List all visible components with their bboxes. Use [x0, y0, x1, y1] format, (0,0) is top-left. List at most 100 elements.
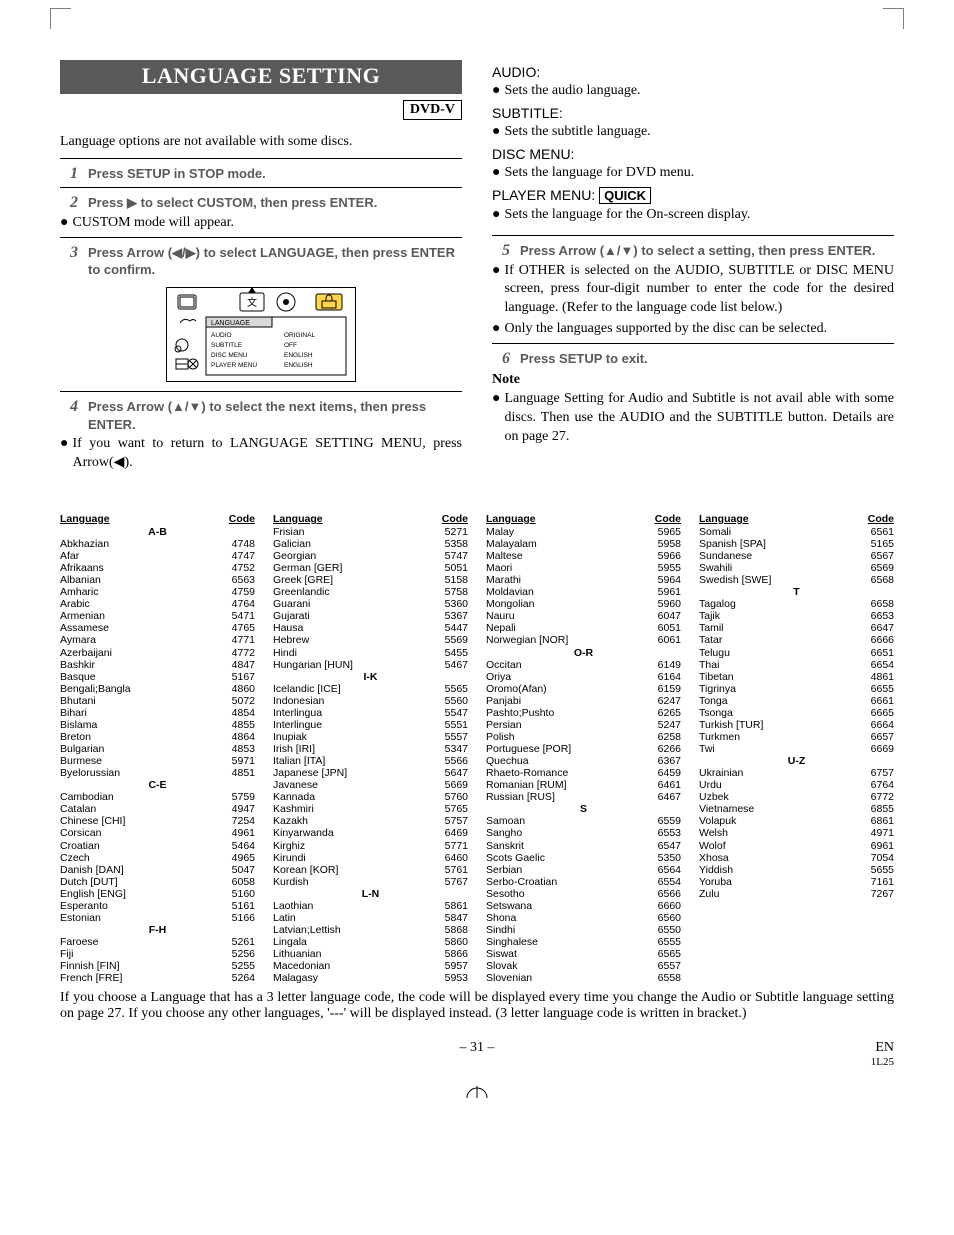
step-5-text: Press Arrow (▲/▼) to select a setting, t… [520, 242, 894, 260]
lang-entry: Sindhi6550 [486, 924, 681, 936]
lang-entry: Interlingua5547 [273, 707, 468, 719]
lang-group-heading: O-R [486, 647, 681, 659]
lang-entry: Kirghiz5771 [273, 840, 468, 852]
lang-entry: Indonesian5560 [273, 695, 468, 707]
lang-entry: French [FRE]5264 [60, 972, 255, 984]
lang-entry: Azerbaijani4772 [60, 647, 255, 659]
step-6-text: Press SETUP to exit. [520, 350, 894, 368]
lang-entry: Nauru6047 [486, 610, 681, 622]
lang-entry: Tibetan4861 [699, 671, 894, 683]
lang-entry: Turkish [TUR]6664 [699, 719, 894, 731]
lang-entry: Fiji5256 [60, 948, 255, 960]
lang-entry: Marathi5964 [486, 574, 681, 586]
divider [60, 187, 462, 188]
lang-entry: Afar4747 [60, 550, 255, 562]
lang-entry: Hebrew5569 [273, 634, 468, 646]
lang-entry: Tajik6653 [699, 610, 894, 622]
lang-entry: Ukrainian6757 [699, 767, 894, 779]
lang-entry: Breton4864 [60, 731, 255, 743]
left-column: LANGUAGE SETTING DVD-V Language options … [60, 60, 462, 473]
lang-entry: Bengali;Bangla4860 [60, 683, 255, 695]
lang-column: LanguageCodeSomali6561Spanish [SPA]5165S… [699, 513, 894, 984]
lang-entry: Galician5358 [273, 538, 468, 550]
page-code: 1L25 [871, 1056, 894, 1068]
lang-entry: Kazakh5757 [273, 815, 468, 827]
step-2-text: Press ▶ to select CUSTOM, then press ENT… [88, 194, 462, 212]
audio-desc: ●Sets the audio language. [492, 82, 894, 101]
lang-entry: Bulgarian4853 [60, 743, 255, 755]
lang-entry: Danish [DAN]5047 [60, 864, 255, 876]
lang-entry: Samoan6559 [486, 815, 681, 827]
lang-entry: Dutch [DUT]6058 [60, 876, 255, 888]
lang-entry: Icelandic [ICE]5565 [273, 683, 468, 695]
lang-entry: Occitan6149 [486, 659, 681, 671]
quick-badge: QUICK [599, 187, 651, 204]
lang-entry: Greek [GRE]5158 [273, 574, 468, 586]
note-label: Note [492, 372, 894, 388]
lang-entry: Maltese5966 [486, 550, 681, 562]
lang-entry: Kannada5760 [273, 791, 468, 803]
lang-group-heading: T [699, 586, 894, 598]
lang-entry: Mongolian5960 [486, 598, 681, 610]
lang-entry: Portuguese [POR]6266 [486, 743, 681, 755]
divider [492, 343, 894, 344]
lang-entry: Cambodian5759 [60, 791, 255, 803]
lang-entry: Nepali6051 [486, 622, 681, 634]
svg-text:SUBTITLE: SUBTITLE [211, 342, 243, 349]
lang-entry: Arabic4764 [60, 598, 255, 610]
lang-entry: Siswat6565 [486, 948, 681, 960]
lang-entry: Corsican4961 [60, 827, 255, 839]
svg-text:AUDIO: AUDIO [211, 332, 232, 339]
lang-entry: Serbo-Croatian6554 [486, 876, 681, 888]
lang-entry: Macedonian5957 [273, 960, 468, 972]
lang-entry: English [ENG]5160 [60, 888, 255, 900]
lang-group-heading: I-K [273, 671, 468, 683]
step-6-number: 6 [492, 350, 510, 368]
lang-group-heading: F-H [60, 924, 255, 936]
lang-entry: Byelorussian4851 [60, 767, 255, 779]
lang-entry: Basque5167 [60, 671, 255, 683]
lang-entry: Kinyarwanda6469 [273, 827, 468, 839]
lang-entry: Twi6669 [699, 743, 894, 755]
lang-entry: Xhosa7054 [699, 852, 894, 864]
lang-entry: Kashmiri5765 [273, 803, 468, 815]
lang-entry: Sundanese6567 [699, 550, 894, 562]
lang-entry: Tatar6666 [699, 634, 894, 646]
lang-group-heading: U-Z [699, 755, 894, 767]
lang-entry: Inupiak5557 [273, 731, 468, 743]
lang-entry: Kurdish5767 [273, 876, 468, 888]
lang-entry: Lithuanian5866 [273, 948, 468, 960]
lang-entry: Moldavian5961 [486, 586, 681, 598]
lang-entry: Burmese5971 [60, 755, 255, 767]
lang-entry: Bihari4854 [60, 707, 255, 719]
lang-entry: Maori5955 [486, 562, 681, 574]
lang-entry: Esperanto5161 [60, 900, 255, 912]
svg-text:LANGUAGE: LANGUAGE [211, 320, 250, 327]
lang-entry: Pashto;Pushto6265 [486, 707, 681, 719]
lang-entry: Finnish [FIN]5255 [60, 960, 255, 972]
step-3-text: Press Arrow (◀/▶) to select LANGUAGE, th… [88, 244, 462, 279]
lang-entry: Sesotho6566 [486, 888, 681, 900]
lang-entry: Georgian5747 [273, 550, 468, 562]
lang-entry: Guarani5360 [273, 598, 468, 610]
divider [60, 237, 462, 238]
svg-text:OFF: OFF [284, 342, 297, 349]
lang-entry: Rhaeto-Romance6459 [486, 767, 681, 779]
lang-entry: Armenian5471 [60, 610, 255, 622]
lang-entry: Serbian6564 [486, 864, 681, 876]
svg-text:文: 文 [247, 296, 257, 309]
page-en: EN [875, 1040, 894, 1056]
lang-entry: Tagalog6658 [699, 598, 894, 610]
lang-entry: Bislama4855 [60, 719, 255, 731]
lang-entry: Singhalese6555 [486, 936, 681, 948]
lang-entry: Czech4965 [60, 852, 255, 864]
lang-entry: Greenlandic5758 [273, 586, 468, 598]
lang-entry: Malagasy5953 [273, 972, 468, 984]
step-1-text: Press SETUP in STOP mode. [88, 165, 462, 183]
lang-entry: Welsh4971 [699, 827, 894, 839]
lang-entry: Scots Gaelic5350 [486, 852, 681, 864]
lang-entry: Romanian [RUM]6461 [486, 779, 681, 791]
playermenu-heading: PLAYER MENU: QUICK [492, 187, 894, 204]
svg-text:DISC MENU: DISC MENU [211, 352, 248, 359]
crop-mark [50, 8, 71, 29]
